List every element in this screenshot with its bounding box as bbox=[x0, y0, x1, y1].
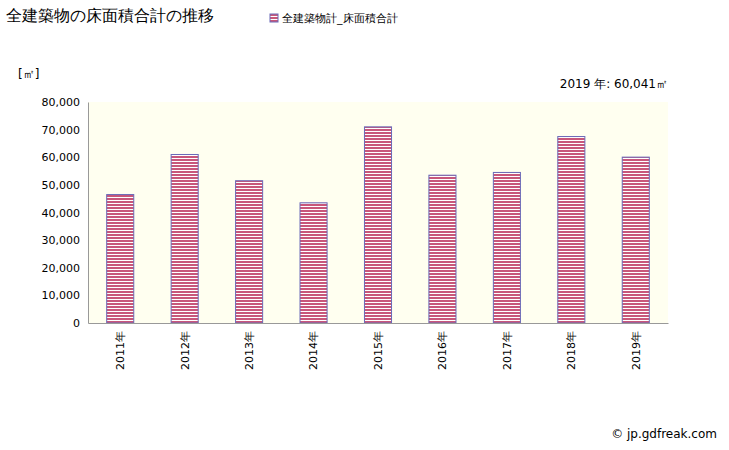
x-axis-line bbox=[89, 323, 669, 324]
bar bbox=[300, 203, 327, 323]
x-tick-label: 2014年 bbox=[307, 331, 320, 370]
x-tick: 2017年 bbox=[501, 323, 514, 370]
legend-label: 全建築物計_床面積合計 bbox=[282, 12, 398, 25]
x-tick: 2015年 bbox=[372, 323, 385, 370]
bar bbox=[171, 154, 198, 323]
bar bbox=[364, 127, 391, 323]
y-tick-label: 20,000 bbox=[42, 262, 81, 275]
y-tick: 60,000 bbox=[42, 151, 89, 164]
y-tick-label: 40,000 bbox=[42, 207, 81, 220]
x-tick-label: 2019年 bbox=[630, 331, 643, 370]
y-tick: 40,000 bbox=[42, 207, 89, 220]
title: 全建築物の床面積合計の推移 bbox=[6, 6, 214, 25]
y-tick-label: 80,000 bbox=[42, 96, 81, 109]
bar bbox=[107, 195, 134, 323]
x-tick-label: 2013年 bbox=[243, 331, 256, 370]
bar bbox=[236, 181, 263, 323]
x-tick: 2011年 bbox=[114, 323, 127, 370]
y-tick: 70,000 bbox=[42, 124, 89, 137]
x-axis: 2011年 2012年 2013年 2014年 2015年 2016年 2017年 2018年… bbox=[89, 323, 669, 370]
bar bbox=[622, 157, 649, 323]
y-axis: 0 10,000 20,000 30,000 40,000 50,000 60,000 70,… bbox=[42, 96, 89, 330]
bars bbox=[107, 127, 650, 323]
x-tick-label: 2011年 bbox=[114, 331, 127, 370]
x-tick: 2016年 bbox=[436, 323, 449, 370]
source: © jp.gdfreak.com bbox=[611, 427, 717, 441]
x-tick: 2013年 bbox=[243, 323, 256, 370]
x-tick-label: 2017年 bbox=[501, 331, 514, 370]
y-tick: 0 bbox=[73, 317, 88, 330]
y-axis-label: [㎡] bbox=[18, 67, 39, 81]
annotation: 2019 年: 60,041㎡ bbox=[560, 77, 668, 91]
y-tick-label: 60,000 bbox=[42, 151, 81, 164]
x-tick-label: 2015年 bbox=[372, 331, 385, 370]
bar bbox=[493, 172, 520, 323]
legend-swatch bbox=[270, 14, 278, 22]
bar bbox=[558, 137, 585, 323]
y-tick-label: 10,000 bbox=[42, 289, 81, 302]
y-tick: 30,000 bbox=[42, 234, 89, 247]
x-tick-label: 2016年 bbox=[436, 331, 449, 370]
y-tick-label: 30,000 bbox=[42, 234, 81, 247]
y-tick-label: 0 bbox=[73, 317, 80, 330]
y-axis-line bbox=[88, 103, 89, 324]
x-tick: 2018年 bbox=[565, 323, 578, 370]
y-tick: 50,000 bbox=[42, 179, 89, 192]
y-tick-label: 70,000 bbox=[42, 124, 81, 137]
chart: 全建築物の床面積合計の推移 全建築物計_床面積合計 [㎡] 2019 年: 60,04… bbox=[0, 0, 729, 450]
x-tick: 2012年 bbox=[179, 323, 192, 370]
y-tick: 10,000 bbox=[42, 289, 89, 302]
plot-background bbox=[88, 102, 668, 323]
x-tick-label: 2012年 bbox=[179, 331, 192, 370]
bar bbox=[429, 175, 456, 323]
x-tick: 2019年 bbox=[630, 323, 643, 370]
x-tick: 2014年 bbox=[307, 323, 320, 370]
y-tick-label: 50,000 bbox=[42, 179, 81, 192]
x-tick-label: 2018年 bbox=[565, 331, 578, 370]
y-tick: 20,000 bbox=[42, 262, 89, 275]
y-tick: 80,000 bbox=[42, 96, 89, 109]
legend: 全建築物計_床面積合計 bbox=[270, 12, 398, 25]
plot: 0 10,000 20,000 30,000 40,000 50,000 60,000 70,… bbox=[42, 96, 669, 370]
